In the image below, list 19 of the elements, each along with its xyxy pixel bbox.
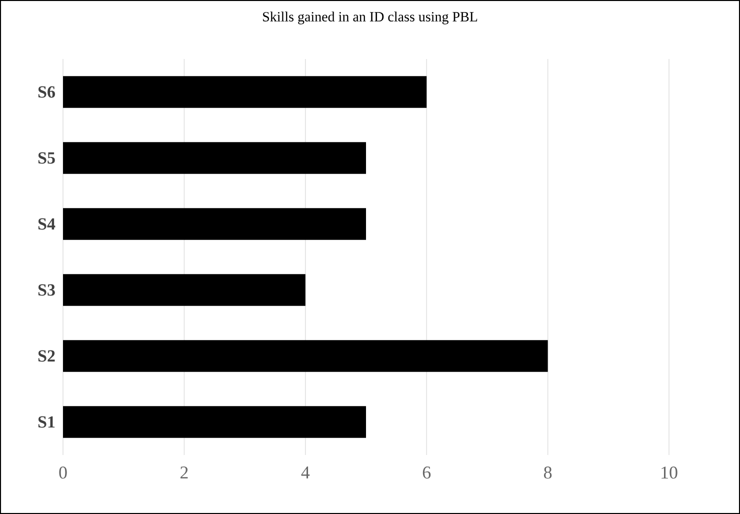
x-tick-label: 2 <box>180 466 188 478</box>
x-tick-label: 4 <box>301 466 310 478</box>
bar <box>63 208 366 240</box>
bar <box>63 340 548 372</box>
y-tick-label: S1 <box>38 416 55 428</box>
x-tick-label: 0 <box>59 466 67 479</box>
chart-title: Skills gained in an ID class using PBL <box>263 12 478 24</box>
x-tick-label: 10 <box>662 466 678 479</box>
x-tick-label: 8 <box>544 466 552 479</box>
y-tick-label: S2 <box>38 350 55 362</box>
x-tick-label: 6 <box>422 466 431 479</box>
y-tick-label: S4 <box>38 218 56 230</box>
y-tick-label: S6 <box>38 86 55 98</box>
bar <box>63 274 306 306</box>
y-tick-label: S5 <box>38 152 55 164</box>
bar <box>63 142 366 174</box>
bar <box>63 76 427 108</box>
bar <box>63 406 366 438</box>
y-tick-label: S3 <box>38 284 55 296</box>
